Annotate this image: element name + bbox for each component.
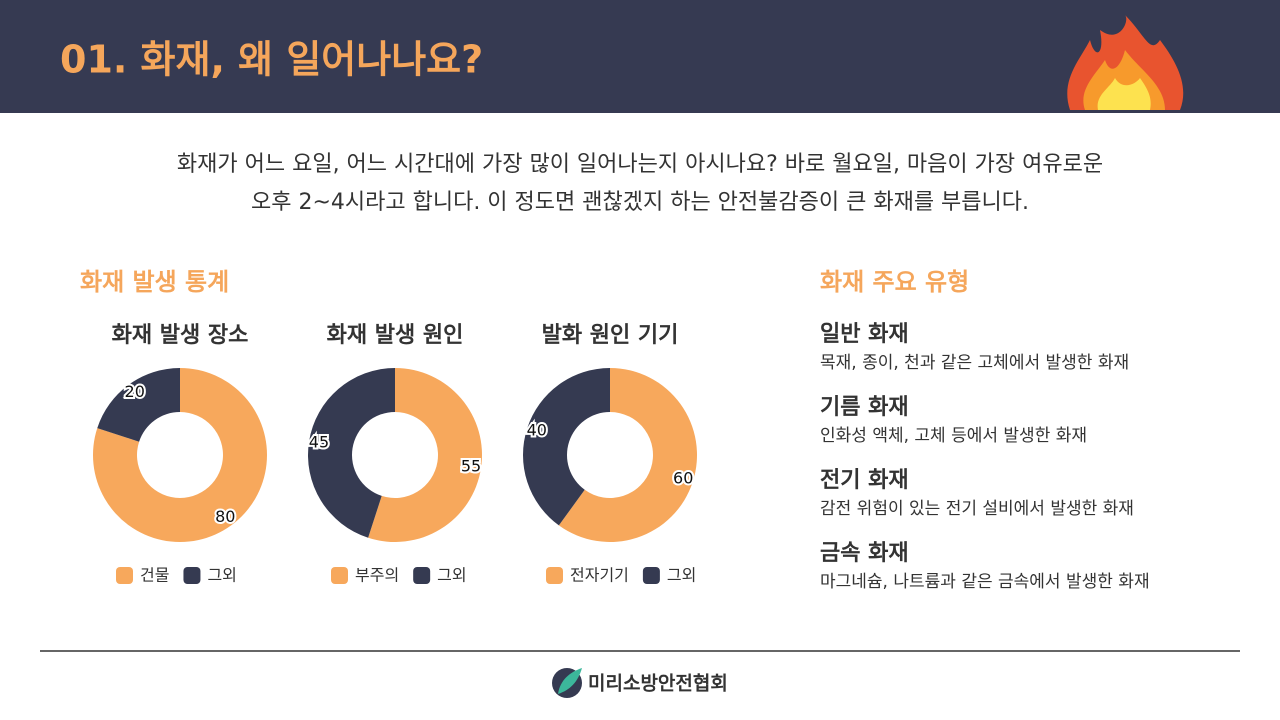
type-description: 인화성 액체, 고체 등에서 발생한 화재 [820, 426, 1087, 446]
data-label: 40 [527, 421, 547, 440]
type-name: 기름 화재 [820, 395, 909, 420]
data-label: 20 [125, 382, 145, 401]
donut-segment [97, 368, 180, 442]
header-band [0, 0, 1280, 113]
donut-segment [92, 368, 267, 542]
data-label: 80 [215, 507, 235, 526]
donut-segment [368, 368, 482, 542]
slide-title: 01. 화재, 왜 일어나나요? [60, 38, 483, 82]
data-label: 45 [309, 432, 329, 451]
section-title: 화재 발생 통계 [80, 268, 229, 296]
legend-swatch [546, 567, 563, 584]
fire-icon [1067, 15, 1184, 110]
intro-line: 오후 2~4시라고 합니다. 이 정도면 괜찮겠지 하는 안전불감증이 큰 화재… [251, 190, 1029, 215]
donut-segment [523, 368, 610, 526]
donut-segment [307, 368, 395, 538]
legend-swatch [116, 567, 133, 584]
chart-title: 화재 발생 원인 [327, 323, 464, 348]
legend-label: 그외 [667, 566, 696, 585]
data-label: 55 [461, 457, 481, 476]
type-name: 전기 화재 [820, 468, 909, 493]
chart-title: 화재 발생 장소 [112, 323, 249, 348]
type-description: 목재, 종이, 천과 같은 고체에서 발생한 화재 [820, 353, 1129, 373]
footer-logo [552, 668, 582, 698]
legend-label: 건물 [140, 566, 169, 585]
chart-title: 발화 원인 기기 [542, 323, 679, 348]
legend-swatch [331, 567, 348, 584]
legend-swatch [642, 567, 660, 584]
intro-line: 화재가 어느 요일, 어느 시간대에 가장 많이 일어나는지 아시나요? 바로 … [177, 152, 1103, 177]
legend-swatch [413, 567, 431, 584]
type-name: 금속 화재 [820, 541, 909, 566]
type-name: 일반 화재 [820, 322, 909, 347]
legend-label: 그외 [207, 566, 236, 585]
section-title: 화재 주요 유형 [820, 268, 969, 296]
legend-label: 전자기기 [570, 566, 629, 585]
legend-swatch [183, 567, 201, 584]
type-description: 감전 위험이 있는 전기 설비에서 발생한 화재 [820, 499, 1134, 519]
donut-segment [558, 368, 698, 542]
legend-label: 부주의 [355, 566, 399, 585]
data-label: 60 [673, 468, 693, 487]
type-description: 마그네슘, 나트륨과 같은 금속에서 발생한 화재 [820, 572, 1150, 592]
footer-organization: 미리소방안전협회 [588, 673, 728, 695]
legend-label: 그외 [437, 566, 466, 585]
